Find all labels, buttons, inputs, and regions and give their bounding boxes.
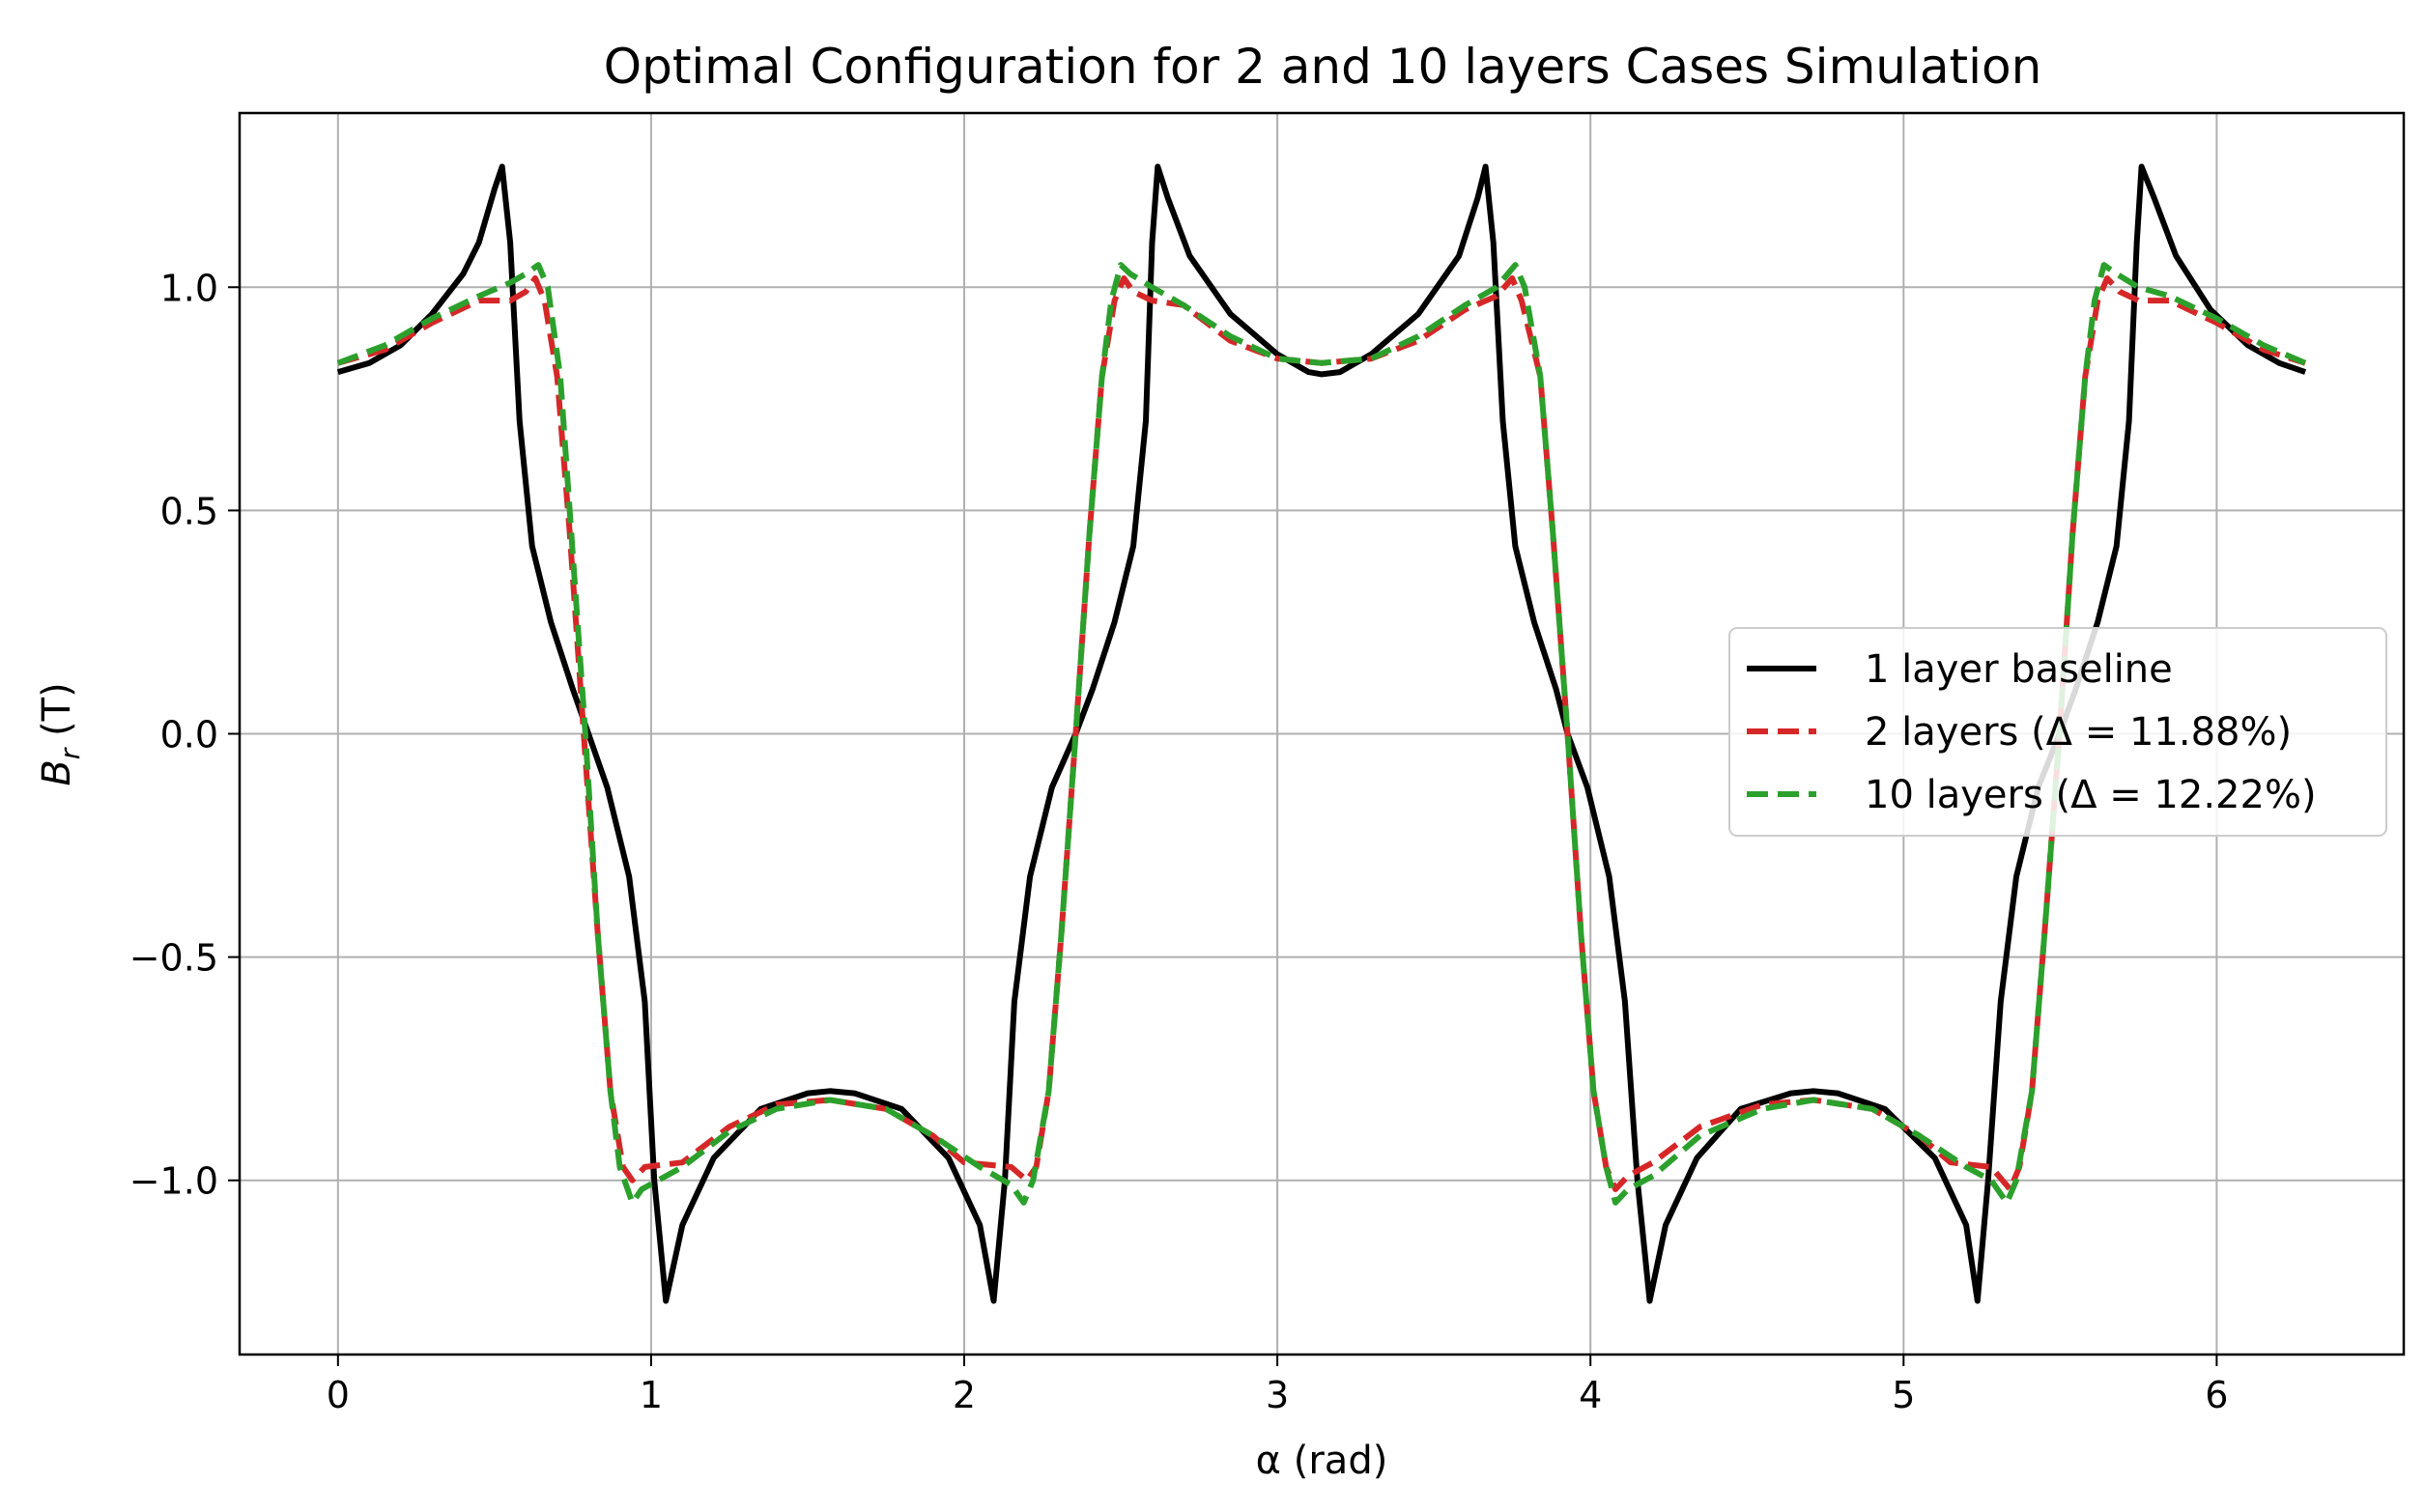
legend-label: 10 layers (Δ = 12.22%) [1865, 773, 2317, 817]
y-axis-label: Br (T) [35, 682, 86, 785]
legend-label: 1 layer baseline [1865, 647, 2173, 692]
series-line-3 [336, 262, 2307, 1206]
chart-title: Optimal Configuration for 2 and 10 layer… [604, 39, 2042, 95]
y-axis-label-unit: (T) [35, 682, 79, 748]
x-tick-label: 1 [640, 1374, 663, 1416]
x-tick-label: 2 [953, 1374, 976, 1416]
legend-box [1728, 627, 2387, 837]
y-tick-label: 1.0 [160, 267, 218, 309]
x-tick-label: 4 [1579, 1374, 1602, 1416]
y-axis-label-subscript: r [54, 747, 86, 759]
x-tick-label: 0 [327, 1374, 350, 1416]
y-axis-label-symbol: B [35, 759, 79, 785]
data-series [336, 163, 2307, 1304]
legend: 1 layer baseline 2 layers (Δ = 11.88%) 10 … [1728, 627, 2387, 837]
series-line-1 [336, 163, 2307, 1304]
x-tick-label: 6 [2205, 1374, 2228, 1416]
x-axis-label: α (rad) [1256, 1439, 1388, 1483]
axis-ticks: 0 1 2 3 4 5 6 −1.0 −0.5 0.0 0.5 1.0 [129, 267, 2229, 1416]
y-tick-label: −1.0 [129, 1160, 218, 1203]
y-tick-label: 0.5 [160, 490, 218, 532]
x-tick-label: 3 [1266, 1374, 1289, 1416]
x-tick-label: 5 [1892, 1374, 1915, 1416]
y-tick-label: −0.5 [129, 937, 218, 980]
y-tick-label: 0.0 [160, 714, 218, 756]
legend-label: 2 layers (Δ = 11.88%) [1865, 710, 2292, 755]
